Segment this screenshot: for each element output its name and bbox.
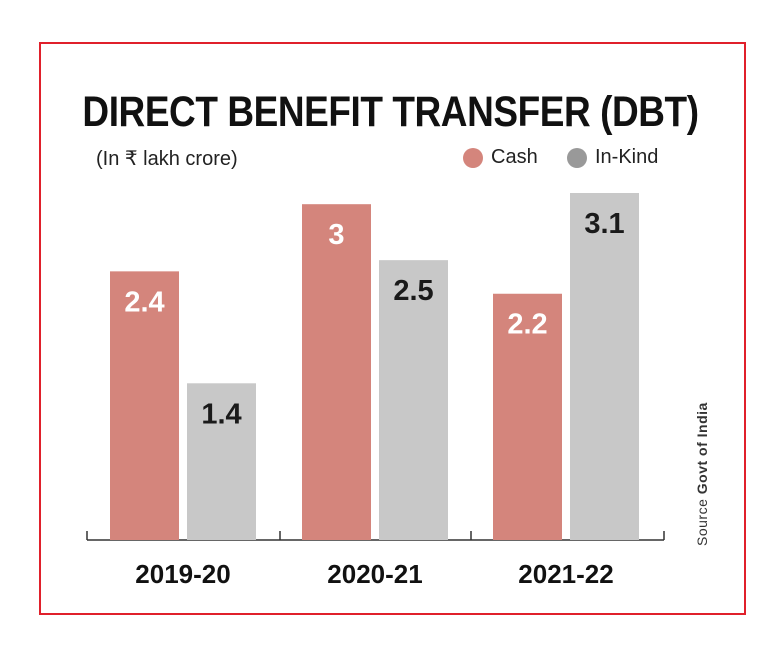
unit-label: (In ₹ lakh crore) — [96, 148, 238, 170]
data-label: 3.1 — [584, 208, 624, 240]
legend-swatch-cash-icon — [463, 147, 483, 168]
legend-label-cash: Cash — [491, 146, 538, 168]
data-label: 2.5 — [393, 275, 433, 307]
bar-in-kind-2020-21 — [379, 260, 448, 540]
data-label: 2.4 — [124, 286, 164, 318]
legend-item-cash: Cash — [463, 146, 538, 169]
data-label: 2.2 — [507, 309, 547, 341]
data-label: 1.4 — [201, 398, 241, 430]
chart-title: DIRECT BENEFIT TRANSFER (DBT) — [82, 88, 699, 136]
top-margin — [0, 0, 781, 42]
bar-cash-2021-22 — [493, 293, 562, 540]
x-tick-label: 2021-22 — [518, 559, 613, 589]
bar-in-kind-2021-22 — [570, 193, 639, 540]
bar-cash-2020-21 — [302, 204, 371, 540]
legend-label-inkind: In-Kind — [595, 146, 659, 168]
bar-cash-2019-20 — [110, 271, 179, 540]
x-tick-label: 2019-20 — [135, 559, 230, 589]
data-label: 3 — [328, 219, 344, 251]
x-tick-label: 2020-21 — [327, 559, 422, 589]
legend-swatch-inkind-icon — [567, 147, 587, 168]
bar-in-kind-2019-20 — [187, 383, 256, 540]
legend-item-inkind: In-Kind — [567, 146, 658, 169]
